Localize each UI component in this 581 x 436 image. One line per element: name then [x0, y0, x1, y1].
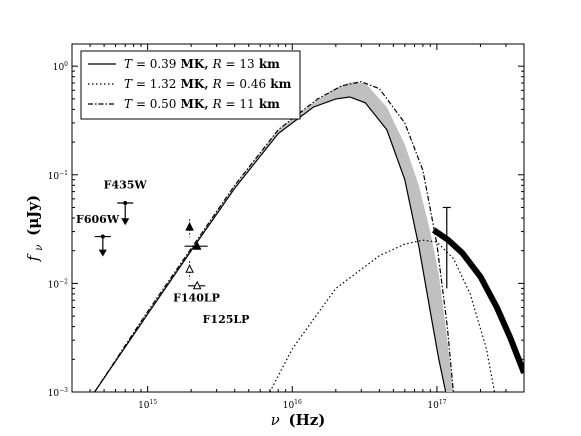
- upper-limit-F435W: [117, 200, 134, 226]
- photometry-layer: [94, 200, 208, 290]
- legend-label-part: =: [222, 77, 240, 91]
- y-tick-label-exp: −3: [59, 387, 68, 394]
- legend-box: [80, 50, 301, 120]
- xray-spectrum-line: [431, 227, 524, 374]
- legend-label-part: R: [212, 97, 222, 111]
- y-tick-label-exp: −2: [59, 278, 68, 285]
- y-tick-label-base: 10: [53, 63, 65, 73]
- legend-label-part: =: [222, 97, 240, 111]
- x-tick-label: 1017: [427, 399, 446, 411]
- legend-label-part: 13: [239, 57, 254, 71]
- legend-label-part: T: [124, 57, 133, 71]
- upper-limit-point: [100, 234, 105, 239]
- series-line-solid: [94, 96, 447, 392]
- legend-label-part: =: [132, 57, 150, 71]
- legend-label-part: MK,: [176, 77, 212, 91]
- upper-limit-F606W: [94, 234, 111, 257]
- y-axis-symbol: f: [24, 253, 42, 262]
- y-axis-subscript: ν: [34, 245, 45, 251]
- series-line-dashdot: [94, 81, 454, 392]
- x-tick-label-base: 10: [427, 401, 439, 411]
- x-axis-symbol: ν: [271, 411, 280, 429]
- filter-label-F125LP: F125LP: [203, 313, 250, 326]
- y-tick-label: 10−3: [48, 387, 68, 399]
- y-tick-label: 10−1: [48, 170, 68, 182]
- x-tick-label-exp: 16: [294, 399, 302, 406]
- upper-limit-arrowhead: [121, 218, 130, 226]
- legend-label-part: 0.46: [239, 77, 266, 91]
- uv-point-filled-triangle-dotted: [185, 219, 194, 238]
- legend-label: T = 0.39 MK, R = 13 km: [124, 57, 280, 71]
- legend-label-part: =: [132, 97, 150, 111]
- legend-label-part: MK,: [176, 97, 212, 111]
- legend-label: T = 1.32 MK, R = 0.46 km: [124, 77, 292, 91]
- legend-label-part: R: [212, 57, 222, 71]
- legend-label-part: =: [132, 77, 150, 91]
- x-axis-label: ν (Hz): [271, 411, 326, 429]
- y-tick-label-base: 10: [48, 280, 60, 290]
- xray-data-layer: [431, 206, 524, 374]
- uv-point-marker: [185, 264, 194, 273]
- legend-label-part: =: [222, 57, 240, 71]
- uv-point-open-triangle: [187, 280, 206, 290]
- annotation-layer: F435W F606W F140LP F125LP: [76, 178, 249, 326]
- y-tick-label: 100: [53, 61, 68, 73]
- filter-label-F435W: F435W: [104, 178, 148, 191]
- x-tick-label-exp: 15: [150, 399, 158, 406]
- legend-label-part: 0.39: [150, 57, 177, 71]
- upper-limit-arrowhead: [98, 249, 107, 257]
- model-series-layer: [94, 81, 496, 392]
- legend-label-part: T: [124, 77, 133, 91]
- legend-label-part: km: [255, 57, 280, 71]
- y-axis-label: f ν (μJy): [24, 195, 46, 262]
- x-tick-label: 1016: [283, 399, 302, 411]
- legend-label-part: T: [124, 97, 133, 111]
- y-tick-label-base: 10: [48, 172, 60, 182]
- uv-point-marker: [185, 221, 194, 231]
- x-tick-label-exp: 17: [439, 399, 447, 406]
- upper-limit-point: [123, 200, 128, 205]
- series-line-dotted: [269, 239, 496, 392]
- legend-label-part: 11: [239, 97, 254, 111]
- legend-label-part: km: [255, 97, 280, 111]
- shaded-band: [94, 82, 454, 393]
- y-tick-label-exp: 0: [64, 61, 68, 68]
- y-tick-label-base: 10: [48, 389, 60, 399]
- legend: T = 0.39 MK, R = 13 kmT = 1.32 MK, R = 0…: [80, 50, 301, 120]
- legend-label-part: 1.32: [150, 77, 177, 91]
- legend-label-part: km: [266, 77, 291, 91]
- y-tick-label-exp: −1: [59, 170, 68, 177]
- legend-label-part: R: [212, 77, 222, 91]
- uv-point-open-triangle-dotted: [185, 261, 194, 280]
- x-tick-label-base: 10: [138, 401, 150, 411]
- y-axis-unit: (μJy): [24, 195, 42, 236]
- legend-label: T = 0.50 MK, R = 11 km: [124, 97, 280, 111]
- x-tick-label: 1015: [138, 399, 157, 411]
- uv-point-marker: [192, 280, 202, 290]
- x-axis-unit: (Hz): [289, 411, 326, 429]
- y-tick-label: 10−2: [48, 278, 68, 290]
- filter-label-F606W: F606W: [76, 213, 120, 226]
- x-tick-label-base: 10: [283, 401, 295, 411]
- legend-label-part: 0.50: [150, 97, 177, 111]
- uv-point-marker: [192, 241, 202, 250]
- uv-point-filled-triangle: [184, 241, 208, 250]
- legend-label-part: MK,: [176, 57, 212, 71]
- shaded-band-layer: [94, 82, 454, 393]
- filter-label-F140LP: F140LP: [173, 292, 220, 305]
